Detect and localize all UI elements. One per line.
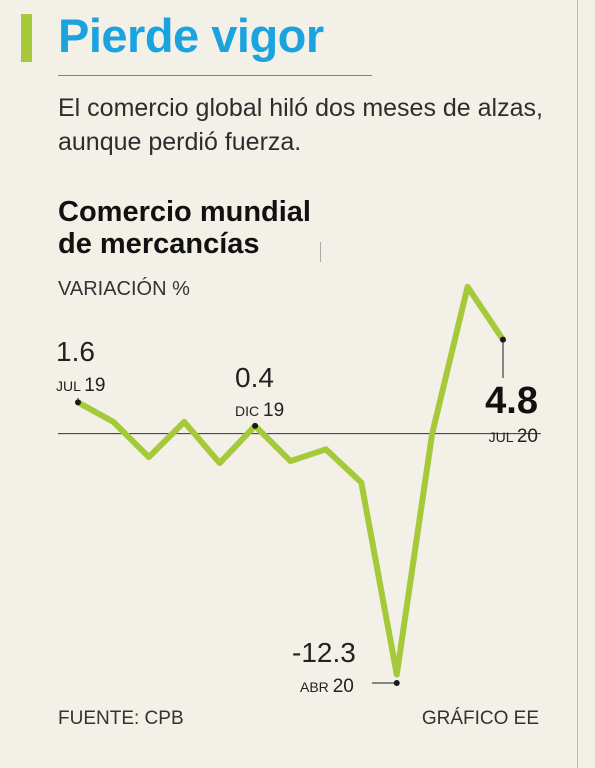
annotation-date: ABR 20 bbox=[300, 676, 354, 697]
data-point bbox=[289, 460, 292, 463]
accent-bar bbox=[21, 14, 32, 62]
data-point bbox=[466, 285, 469, 288]
annotation-date: JUL 19 bbox=[56, 375, 105, 396]
headline-rule bbox=[58, 75, 372, 76]
data-point bbox=[324, 448, 327, 451]
annotation-dot bbox=[252, 422, 259, 429]
chart-title: Comercio mundial de mercancías bbox=[58, 196, 311, 261]
source-note: FUENTE: CPB bbox=[58, 708, 184, 729]
annotation-value: 0.4 bbox=[235, 362, 274, 393]
title-rule bbox=[320, 242, 321, 262]
data-point bbox=[218, 462, 221, 465]
annotation-value: -12.3 bbox=[292, 637, 356, 668]
annotation-value: 4.8 bbox=[485, 380, 538, 422]
annotation-date: DIC 19 bbox=[235, 400, 284, 421]
data-point bbox=[147, 456, 150, 459]
headline: Pierde vigor bbox=[58, 9, 324, 62]
chart-title-line1: Comercio mundial bbox=[58, 196, 311, 228]
annotation-value: 1.6 bbox=[56, 336, 95, 367]
data-point bbox=[431, 432, 434, 435]
annotation-dot bbox=[75, 399, 81, 406]
annotation-date: JUL 20 bbox=[489, 426, 538, 447]
subtitle: El comercio global hiló dos meses de alz… bbox=[58, 94, 543, 156]
y-axis-label: VARIACIÓN % bbox=[58, 278, 190, 300]
data-point bbox=[360, 481, 363, 484]
graphic-credit: GRÁFICO EE bbox=[421, 708, 539, 729]
data-point bbox=[183, 420, 186, 423]
frame bbox=[577, 0, 578, 768]
data-point bbox=[395, 673, 398, 676]
annotation-dot bbox=[393, 680, 400, 686]
series-line bbox=[75, 283, 506, 678]
chart-title-line2: de mercancías bbox=[58, 228, 260, 261]
annotation-dot bbox=[500, 336, 506, 343]
data-point bbox=[112, 420, 115, 423]
